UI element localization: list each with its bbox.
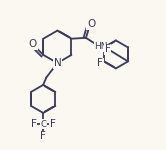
Text: N: N xyxy=(53,58,61,68)
Text: HN: HN xyxy=(94,42,108,51)
Text: F: F xyxy=(31,119,36,129)
Text: F: F xyxy=(50,119,56,129)
Text: F: F xyxy=(105,44,110,54)
Text: F: F xyxy=(97,58,103,68)
Text: O: O xyxy=(87,19,95,29)
Text: O: O xyxy=(29,39,37,49)
Text: C: C xyxy=(40,120,46,129)
Text: F: F xyxy=(40,132,46,141)
